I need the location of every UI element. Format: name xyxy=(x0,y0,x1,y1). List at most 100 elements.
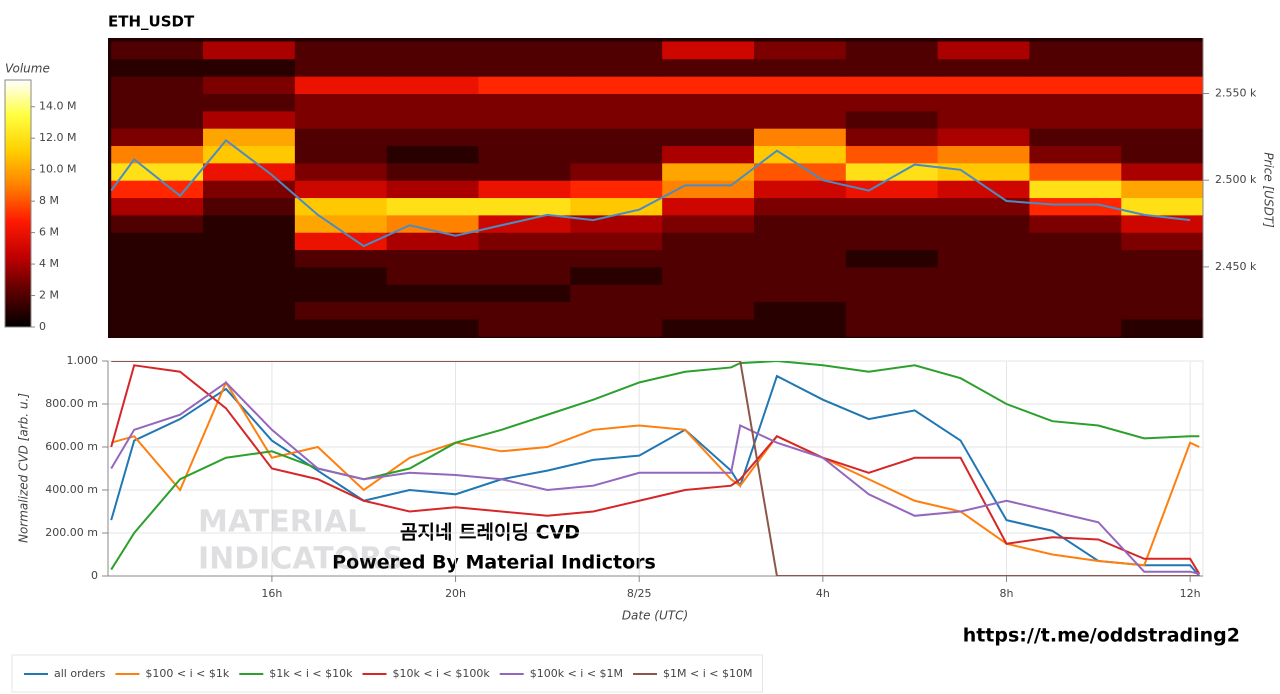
heatmap-cell xyxy=(386,197,480,216)
heatmap-cell xyxy=(753,110,847,129)
heatmap-cell xyxy=(753,301,847,320)
heatmap-cell xyxy=(662,232,755,251)
heatmap-cell xyxy=(203,110,296,129)
y-axis-title: Price [USDT] xyxy=(1262,152,1276,228)
heatmap-cell xyxy=(662,41,755,60)
heatmap xyxy=(108,38,1203,338)
heatmap-cell xyxy=(1029,93,1122,112)
heatmap-cell xyxy=(1029,76,1122,94)
heatmap-cell xyxy=(1121,197,1203,216)
heatmap-cell xyxy=(386,128,480,147)
heatmap-cell xyxy=(386,41,480,60)
heatmap-cell xyxy=(294,266,388,285)
heatmap-cell xyxy=(937,232,1030,251)
heatmap-cell xyxy=(203,58,296,77)
link[interactable]: https://t.me/oddstrading2 xyxy=(963,625,1240,647)
heatmap-cell xyxy=(937,145,1030,164)
heatmap-cell xyxy=(478,214,571,233)
heatmap-cell xyxy=(1029,249,1122,268)
heatmap-cell xyxy=(386,76,480,94)
heatmap-cell xyxy=(845,301,939,320)
heatmap-cell xyxy=(753,128,847,147)
heatmap-cell xyxy=(111,197,204,216)
heatmap-cell xyxy=(937,93,1030,112)
heatmap-cell xyxy=(111,58,204,77)
heatmap-cell xyxy=(570,266,663,285)
heatmap-cell xyxy=(203,41,296,60)
heatmap-cell xyxy=(1029,128,1122,147)
heatmap-cell xyxy=(937,180,1030,199)
heatmap-cell xyxy=(845,318,939,337)
heatmap-cell xyxy=(294,110,388,129)
colorbar-tick-label: 0 xyxy=(39,320,46,333)
series-line xyxy=(110,364,1201,575)
heatmap-cell xyxy=(386,214,480,233)
heatmap-cell xyxy=(937,128,1030,147)
y-axis-title: Normalized CVD [arb. u.] xyxy=(17,393,31,543)
heatmap-cell xyxy=(662,58,755,77)
heatmap-cell xyxy=(294,197,388,216)
watermark-text: INDICATORS xyxy=(198,542,404,577)
heatmap-cell xyxy=(478,93,571,112)
colorbar-tick-label: 10.0 M xyxy=(39,163,76,176)
heatmap-cell xyxy=(294,93,388,112)
heatmap-cell xyxy=(294,76,388,94)
heatmap-cell xyxy=(753,93,847,112)
heatmap-cell xyxy=(294,180,388,199)
heatmap-cell xyxy=(1121,284,1203,303)
series-line xyxy=(110,361,1200,571)
heatmap-cell xyxy=(478,162,571,181)
powered-by: Powered By Material Indictors xyxy=(332,552,656,574)
heatmap-cell xyxy=(111,249,204,268)
heatmap-cell xyxy=(111,284,204,303)
heatmap-cell xyxy=(203,318,296,337)
heatmap-cell xyxy=(386,284,480,303)
colorbar-tick-label: 2 M xyxy=(39,289,59,302)
heatmap-cell xyxy=(570,214,663,233)
y-tick-label: 0 xyxy=(91,569,98,582)
heatmap-cell xyxy=(386,58,480,77)
heatmap-cell xyxy=(203,284,296,303)
heatmap-cell xyxy=(294,214,388,233)
heatmap-cell xyxy=(111,110,204,129)
heatmap-cell xyxy=(662,76,755,94)
heatmap-cell xyxy=(1029,58,1122,77)
heatmap-cell xyxy=(753,232,847,251)
heatmap-cell xyxy=(570,58,663,77)
heatmap-cell xyxy=(662,214,755,233)
heatmap-cell xyxy=(570,232,663,251)
heatmap-cell xyxy=(753,58,847,77)
heatmap-cell xyxy=(845,128,939,147)
heatmap-cell xyxy=(478,197,571,216)
heatmap-cell xyxy=(937,318,1030,337)
heatmap-cell xyxy=(570,249,663,268)
heatmap-cell xyxy=(662,197,755,216)
heatmap-cell xyxy=(478,301,571,320)
heatmap-cell xyxy=(478,318,571,337)
heatmap-cell xyxy=(845,266,939,285)
colorbar xyxy=(4,79,32,328)
heatmap-cell xyxy=(203,232,296,251)
heatmap-cell xyxy=(570,197,663,216)
x-tick-label: 16h xyxy=(261,587,282,600)
heatmap-cell xyxy=(1029,214,1122,233)
legend-label: $100k < i < $1M xyxy=(530,667,623,680)
heatmap-cell xyxy=(203,249,296,268)
heatmap-cell xyxy=(662,284,755,303)
heatmap-cell xyxy=(570,76,663,94)
y-tick-label: 600.00 m xyxy=(45,440,98,453)
heatmap-cell xyxy=(845,284,939,303)
heatmap-cell xyxy=(203,162,296,181)
heatmap-cell xyxy=(386,145,480,164)
heatmap-cell xyxy=(570,145,663,164)
heatmap-cell xyxy=(662,301,755,320)
heatmap-cell xyxy=(294,284,388,303)
heatmap-cell xyxy=(845,110,939,129)
heatmap-cell xyxy=(753,76,847,94)
heatmap-cell xyxy=(570,162,663,181)
colorbar-tick-label: 4 M xyxy=(39,257,59,270)
heatmap-cell xyxy=(111,318,204,337)
heatmap-cell xyxy=(1029,145,1122,164)
heatmap-cell xyxy=(294,301,388,320)
